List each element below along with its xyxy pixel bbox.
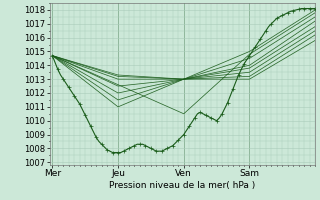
X-axis label: Pression niveau de la mer( hPa ): Pression niveau de la mer( hPa ) — [109, 181, 256, 190]
